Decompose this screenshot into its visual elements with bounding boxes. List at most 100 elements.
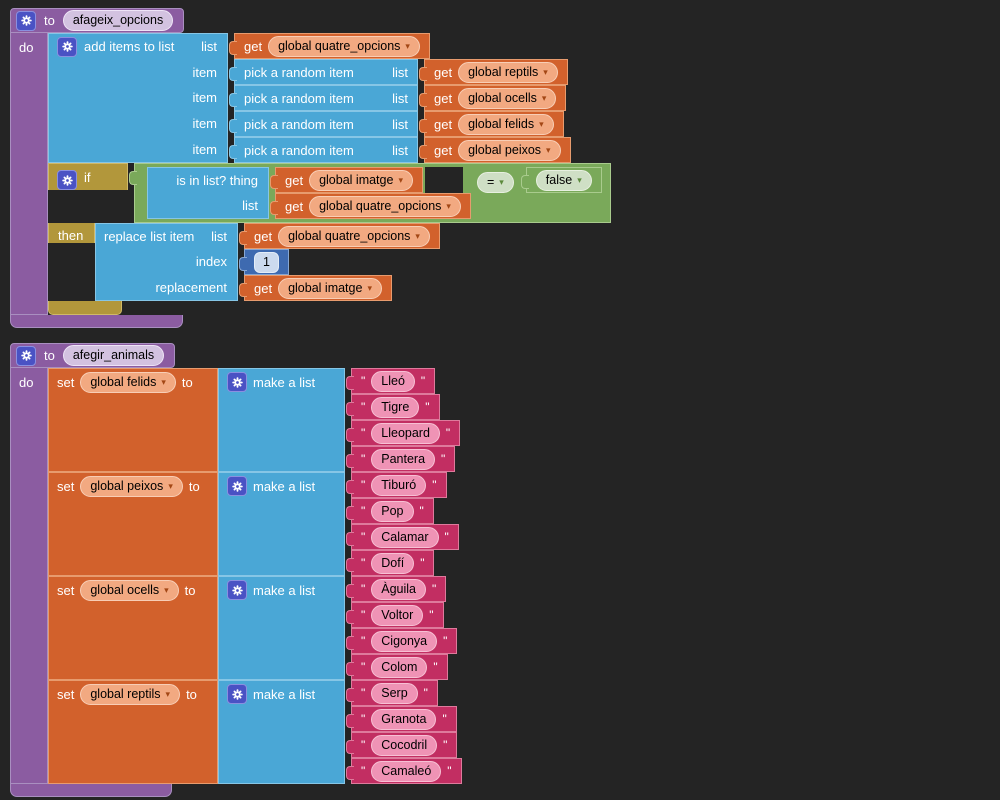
mutator-gear-icon[interactable] [227, 580, 247, 600]
string-block[interactable]: " Camaleó " [346, 758, 462, 784]
pick-random-item-block[interactable]: pick a random item list [229, 111, 418, 137]
operator-dropdown[interactable]: = ▾ [476, 172, 514, 193]
procedure-name-field[interactable]: afageix_opcions [62, 10, 174, 31]
procedure-header[interactable]: to afegir_animals [10, 343, 176, 368]
string-block[interactable]: " Pop " [346, 498, 434, 524]
list-socket-label: list [392, 116, 408, 132]
string-field[interactable]: Voltor [371, 604, 424, 626]
string-field[interactable]: Serp [371, 682, 418, 704]
string-block[interactable]: " Tiburó " [346, 472, 447, 498]
variable-dropdown[interactable]: global peixos ▾ [80, 475, 183, 497]
is-in-list-panel[interactable]: is in list? thing list [147, 167, 269, 219]
procedure-header[interactable]: to afageix_opcions [10, 8, 185, 33]
string-field[interactable]: Cocodril [371, 734, 438, 756]
variable-dropdown[interactable]: global reptils ▾ [80, 683, 181, 705]
variable-dropdown[interactable]: global quatre_opcions ▾ [278, 225, 430, 247]
procedure-block-afegir-animals[interactable]: to afegir_animals do set global felids ▾ … [10, 343, 462, 797]
get-variable-block[interactable]: get global imatge ▾ [270, 167, 423, 193]
string-field[interactable]: Cigonya [371, 630, 438, 652]
set-panel[interactable]: set global reptils ▾ to [48, 680, 218, 784]
if-block[interactable]: if is in list? thing list [48, 163, 611, 315]
false-block[interactable]: false ▾ [520, 167, 602, 193]
set-panel[interactable]: set global peixos ▾ to [48, 472, 218, 576]
string-block[interactable]: " Tigre " [346, 394, 440, 420]
variable-dropdown[interactable]: global ocells ▾ [80, 579, 179, 601]
variable-dropdown[interactable]: global imatge ▾ [309, 169, 413, 191]
string-block[interactable]: " Voltor " [346, 602, 444, 628]
string-block[interactable]: " Dofí " [345, 550, 435, 576]
string-block[interactable]: " Cocodril " [345, 732, 458, 758]
pick-random-item-block[interactable]: pick a random item list [229, 85, 418, 111]
set-panel[interactable]: set global felids ▾ to [48, 368, 218, 472]
procedure-name-field[interactable]: afegir_animals [62, 345, 165, 366]
get-variable-block[interactable]: get global quatre_opcions ▾ [229, 33, 430, 59]
set-variable-block[interactable]: set global ocells ▾ to make a list " Àguil… [48, 576, 458, 680]
string-field[interactable]: Tiburó [371, 474, 427, 496]
set-variable-block[interactable]: set global felids ▾ to make a list " Lleó " [48, 368, 461, 472]
make-a-list-block[interactable]: make a list [218, 472, 345, 576]
number-block[interactable]: 1 [239, 249, 289, 275]
get-variable-block[interactable]: get global peixos ▾ [419, 137, 571, 163]
string-field[interactable]: Tigre [371, 396, 420, 418]
string-block[interactable]: " Lleopard " [345, 420, 461, 446]
pick-random-item-block[interactable]: pick a random item list [229, 59, 418, 85]
string-block[interactable]: " Serp " [346, 680, 438, 706]
mutator-gear-icon[interactable] [57, 36, 77, 57]
string-field[interactable]: Lleó [371, 370, 415, 392]
get-variable-block[interactable]: get global ocells ▾ [418, 85, 567, 111]
variable-dropdown[interactable]: global felids ▾ [458, 113, 554, 135]
string-field[interactable]: Dofí [371, 552, 415, 574]
make-a-list-block[interactable]: make a list [218, 368, 345, 472]
logic-value-dropdown[interactable]: false ▾ [535, 169, 592, 191]
string-block[interactable]: " Lleó " [345, 368, 436, 394]
is-in-list-block[interactable]: is in list? thing list get global imatge… [147, 167, 471, 219]
string-field[interactable]: Colom [371, 656, 428, 678]
if-header[interactable]: if [48, 163, 128, 190]
variable-dropdown[interactable]: global imatge ▾ [278, 277, 382, 299]
variable-dropdown[interactable]: global quatre_opcions ▾ [268, 35, 420, 57]
mutator-gear-icon[interactable] [16, 10, 36, 31]
variable-dropdown[interactable]: global quatre_opcions ▾ [309, 195, 461, 217]
variable-dropdown[interactable]: global reptils ▾ [458, 61, 558, 83]
string-block[interactable]: " Pantera " [345, 446, 456, 472]
get-variable-block[interactable]: get global imatge ▾ [239, 275, 392, 301]
variable-dropdown[interactable]: global peixos ▾ [458, 139, 561, 161]
number-field[interactable]: 1 [254, 251, 279, 273]
mutator-gear-icon[interactable] [227, 684, 247, 704]
get-variable-block[interactable]: get global quatre_opcions ▾ [270, 193, 471, 219]
set-variable-block[interactable]: set global peixos ▾ to make a list " Tibur… [48, 472, 459, 576]
string-field[interactable]: Àguila [371, 578, 427, 600]
get-variable-block[interactable]: get global reptils ▾ [419, 59, 568, 85]
add-items-to-list-block[interactable]: add items to list list item item item it… [48, 33, 571, 163]
mutator-gear-icon[interactable] [227, 372, 247, 392]
make-a-list-block[interactable]: make a list [218, 576, 345, 680]
make-a-list-block[interactable]: make a list [218, 680, 345, 784]
variable-dropdown[interactable]: global felids ▾ [80, 371, 176, 393]
string-field[interactable]: Pantera [371, 448, 436, 470]
equals-block[interactable]: is in list? thing list get global imatge… [129, 163, 611, 223]
string-field[interactable]: Calamar [371, 526, 439, 548]
string-block[interactable]: " Calamar " [346, 524, 459, 550]
string-block[interactable]: " Cigonya " [345, 628, 458, 654]
set-variable-block[interactable]: set global reptils ▾ to make a list " Serp… [48, 680, 462, 784]
set-panel[interactable]: set global ocells ▾ to [48, 576, 218, 680]
string-block[interactable]: " Granota " [346, 706, 457, 732]
pick-random-item-block[interactable]: pick a random item list [229, 137, 418, 163]
string-field[interactable]: Camaleó [371, 760, 442, 782]
mutator-gear-icon[interactable] [57, 170, 77, 190]
procedure-block-afageix-opcions[interactable]: to afageix_opcions do add items to list [10, 8, 611, 328]
get-variable-block[interactable]: get global quatre_opcions ▾ [239, 223, 440, 249]
mutator-gear-icon[interactable] [227, 476, 247, 496]
add-items-panel[interactable]: add items to list list item item item it… [48, 33, 228, 163]
variable-dropdown[interactable]: global ocells ▾ [458, 87, 557, 109]
string-field[interactable]: Lleopard [371, 422, 440, 444]
mutator-gear-icon[interactable] [16, 345, 36, 366]
string-block[interactable]: " Àguila " [345, 576, 447, 602]
get-variable-block[interactable]: get global felids ▾ [419, 111, 564, 137]
string-field[interactable]: Granota [371, 708, 437, 730]
string-block[interactable]: " Colom " [346, 654, 448, 680]
string-field[interactable]: Pop [371, 500, 414, 522]
replace-panel[interactable]: replace list item list index replacement [95, 223, 238, 301]
replace-list-item-block[interactable]: replace list item list index replacement… [95, 223, 440, 301]
